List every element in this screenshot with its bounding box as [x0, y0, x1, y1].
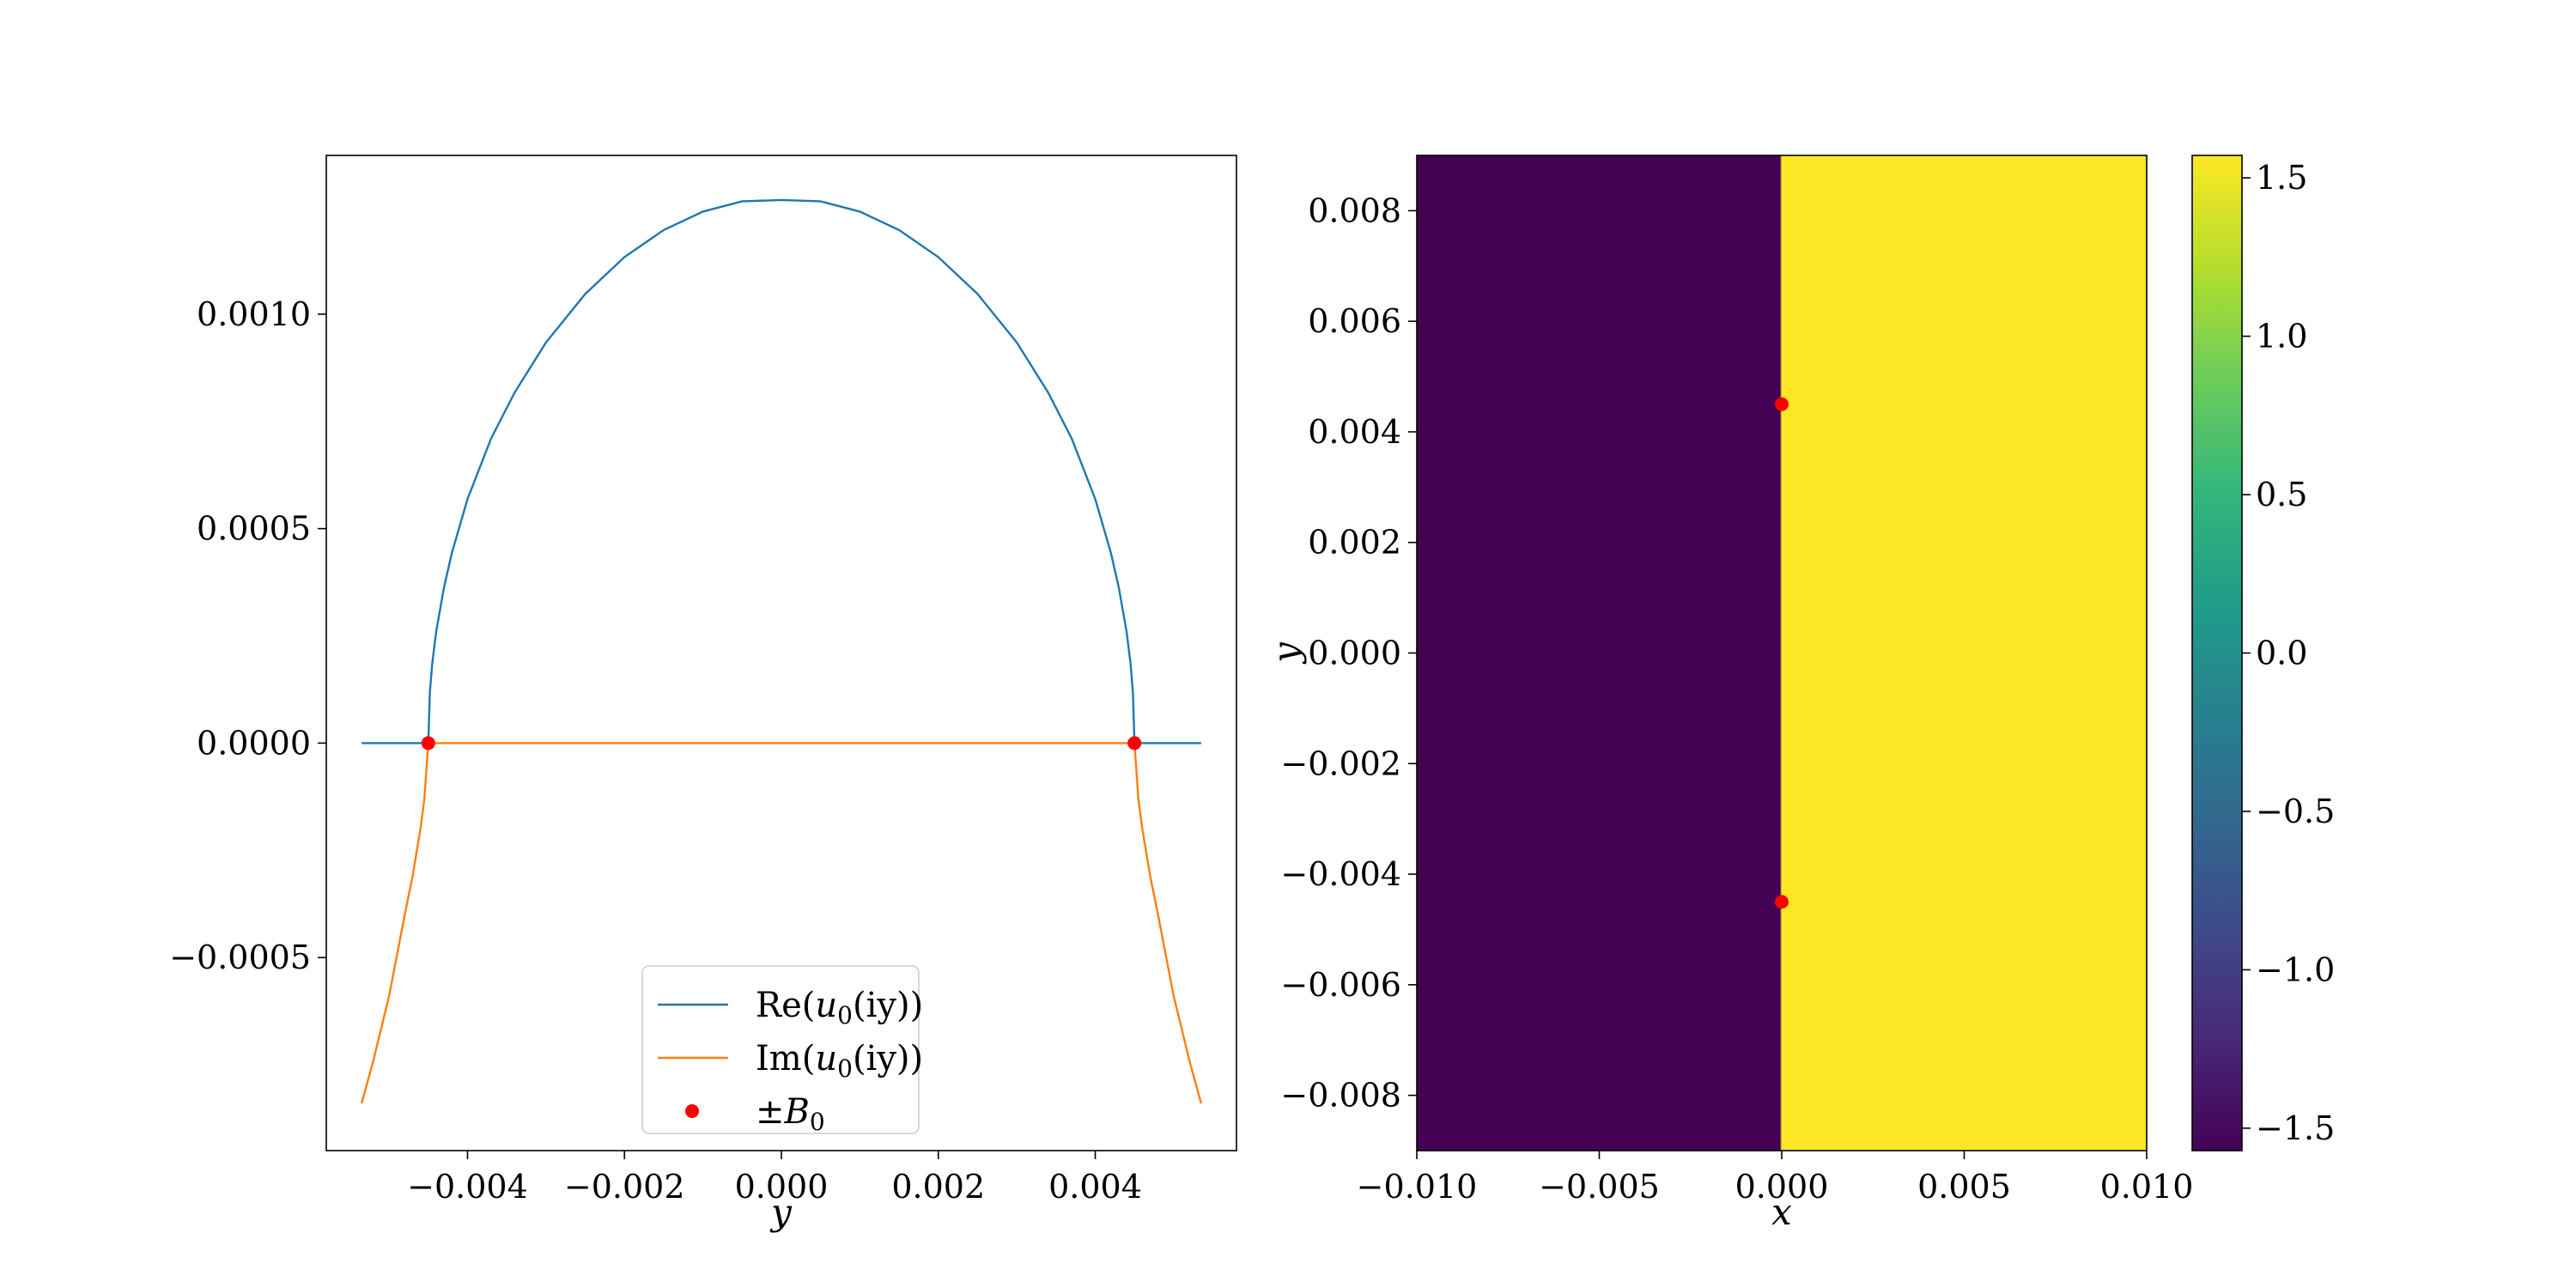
colorbar-tick-label: 0.0 — [2256, 635, 2307, 672]
y-tick-label: −0.008 — [1280, 1077, 1401, 1115]
phase-heatmap — [1417, 155, 2147, 1151]
series-line-1 — [360, 742, 1203, 1104]
x-tick-label: 0.000 — [1735, 1168, 1829, 1206]
y-tick-label: 0.0005 — [197, 510, 311, 548]
colorbar-gradient — [2192, 155, 2242, 1151]
b0-point-1 — [1127, 736, 1142, 750]
x-tick-label: 0.002 — [891, 1168, 985, 1206]
series-line-0 — [361, 198, 1201, 744]
x-tick-label: 0.004 — [1048, 1168, 1142, 1206]
y-tick-label: 0.008 — [1308, 191, 1401, 229]
x-tick-label: −0.002 — [564, 1168, 685, 1206]
x-tick-label: 0.005 — [1917, 1168, 2011, 1206]
x-tick-label: −0.010 — [1357, 1168, 1478, 1206]
right-plot: −0.010 −0.005 0.000 0.005 0.010 −0.008 −0.006… — [1265, 155, 2335, 1233]
branch-point-1 — [1775, 895, 1789, 909]
legend-label: ±B0 — [756, 1092, 825, 1136]
y-tick-label: −0.0005 — [169, 939, 311, 976]
colorbar-tick-label: 1.0 — [2256, 318, 2307, 355]
colorbar-tick-label: −1.5 — [2256, 1109, 2335, 1147]
colorbar-tick-label: −0.5 — [2256, 793, 2335, 830]
y-tick-label: −0.002 — [1280, 744, 1401, 782]
legend-label: Im(u0(iy)) — [756, 1039, 923, 1083]
y-tick-label: 0.000 — [1308, 635, 1401, 672]
legend-box — [641, 965, 920, 1134]
x-tick-label: 0.010 — [2100, 1168, 2194, 1206]
left-x-ticks: −0.004 −0.002 0.000 0.002 0.004 — [407, 1151, 1142, 1206]
right-y-axis-label: y — [1265, 641, 1307, 665]
left-y-ticks: −0.0005 0.0000 0.0005 0.0010 — [169, 295, 326, 976]
y-tick-label: 0.006 — [1308, 302, 1401, 340]
colorbar-tick-label: 1.5 — [2256, 159, 2307, 197]
right-y-ticks: −0.008 −0.006 −0.004 −0.002 0.000 0.002 0.004 0… — [1280, 191, 1417, 1115]
colorbar-tick-label: −1.0 — [2256, 951, 2335, 988]
y-tick-label: 0.002 — [1308, 524, 1401, 562]
b0-point-0 — [421, 736, 435, 750]
legend: Re(u0(iy)) Im(u0(iy)) ±B0 — [641, 965, 923, 1136]
colorbar-ticks: −1.5 −1.0 −0.5 0.0 0.5 1.0 1.5 — [2242, 159, 2335, 1147]
right-x-ticks: −0.010 −0.005 0.000 0.005 0.010 — [1357, 1151, 2194, 1206]
x-tick-label: −0.004 — [407, 1168, 528, 1206]
colorbar-tick-label: 0.5 — [2256, 476, 2307, 513]
y-tick-label: −0.006 — [1280, 966, 1401, 1004]
branch-point-0 — [1775, 397, 1789, 411]
left-x-axis-label: y — [769, 1191, 793, 1233]
right-x-axis-label: x — [1771, 1191, 1792, 1233]
legend-marker — [685, 1104, 699, 1118]
y-tick-label: −0.004 — [1280, 855, 1401, 893]
left-plot: −0.004 −0.002 0.000 0.002 0.004 −0.0005 0.000… — [169, 155, 1237, 1233]
y-tick-label: 0.0010 — [197, 295, 311, 333]
y-tick-label: 0.004 — [1308, 413, 1401, 451]
x-tick-label: 0.000 — [735, 1168, 829, 1206]
colorbar: −1.5 −1.0 −0.5 0.0 0.5 1.0 1.5 — [2191, 155, 2335, 1151]
y-tick-label: 0.0000 — [197, 724, 311, 762]
legend-label: Re(u0(iy)) — [756, 986, 923, 1030]
x-tick-label: −0.005 — [1539, 1168, 1660, 1206]
